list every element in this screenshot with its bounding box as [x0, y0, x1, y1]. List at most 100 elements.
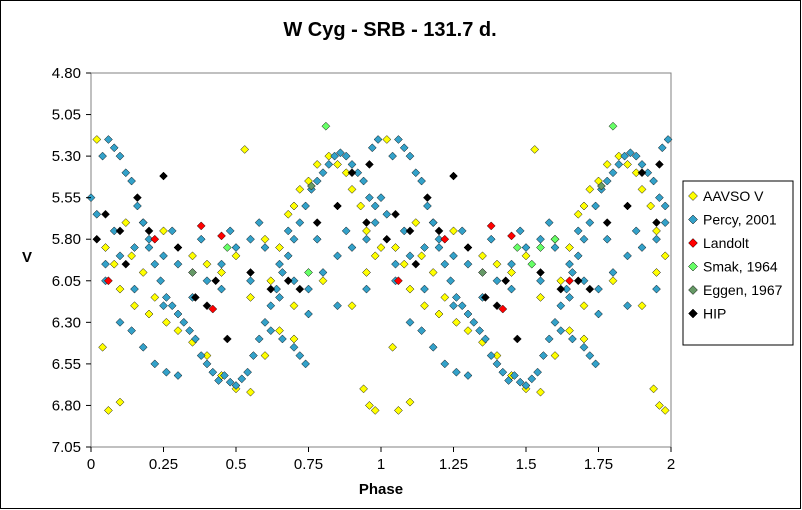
point-percy-2001 [295, 218, 305, 227]
point-aavso-v [649, 384, 658, 394]
point-percy-2001 [434, 234, 444, 244]
point-aavso-v [631, 168, 641, 178]
point-percy-2001 [127, 326, 136, 335]
point-aavso-v [637, 185, 647, 194]
y-axis: 4.80 5.05 5.30 5.55 5.80 6.05 6.30 6.55 6.80 7.05 [52, 65, 91, 456]
point-landolt [196, 221, 206, 231]
point-percy-2001 [156, 276, 165, 286]
point-aavso-v [121, 218, 131, 227]
point-hip [585, 284, 595, 294]
y-tick-label: 5.30 [52, 148, 81, 165]
point-percy-2001 [420, 284, 429, 294]
point-percy-2001 [504, 376, 513, 385]
point-aavso-v [127, 251, 136, 261]
point-percy-2001 [663, 135, 673, 144]
point-percy-2001 [196, 351, 206, 360]
point-percy-2001 [585, 351, 595, 360]
y-tick-label: 5.55 [52, 190, 81, 207]
point-percy-2001 [295, 351, 305, 360]
point-percy-2001 [637, 243, 647, 252]
point-percy-2001 [649, 176, 658, 186]
point-percy-2001 [365, 193, 374, 203]
point-hip [391, 209, 400, 219]
point-hip [449, 171, 458, 181]
point-percy-2001 [341, 151, 351, 161]
point-percy-2001 [440, 259, 450, 269]
point-percy-2001 [167, 301, 177, 311]
point-percy-2001 [510, 371, 519, 380]
point-percy-2001 [550, 317, 560, 327]
point-percy-2001 [225, 226, 235, 236]
point-aavso-v [289, 201, 299, 211]
point-aavso-v [388, 342, 397, 352]
point-hip [312, 218, 322, 227]
point-landolt [498, 304, 508, 314]
point-percy-2001 [631, 226, 641, 236]
point-percy-2001 [121, 168, 131, 178]
point-aavso-v [217, 268, 226, 277]
point-percy-2001 [533, 367, 542, 377]
point-aavso-v [536, 387, 545, 397]
point-percy-2001 [336, 148, 345, 158]
point-landolt [394, 276, 403, 286]
point-hip [173, 243, 183, 252]
point-percy-2001 [527, 374, 537, 384]
point-percy-2001 [602, 234, 612, 244]
point-percy-2001 [579, 342, 589, 352]
point-percy-2001 [486, 234, 496, 244]
point-percy-2001 [301, 201, 310, 211]
point-percy-2001 [115, 151, 125, 161]
point-percy-2001 [652, 234, 661, 244]
point-eggen-1967 [188, 268, 197, 277]
y-tick-label: 6.30 [52, 314, 81, 331]
y-tick-label: 6.05 [52, 273, 81, 290]
point-hip [191, 293, 200, 302]
point-hip [434, 226, 444, 236]
legend-box [682, 180, 794, 346]
point-smak-1964 [527, 259, 537, 269]
point-percy-2001 [92, 209, 102, 219]
x-tick-label: 0.25 [149, 456, 178, 473]
point-aavso-v [391, 243, 400, 252]
point-aavso-v [295, 185, 305, 194]
plot-area [90, 72, 672, 448]
x-axis-label: Phase [359, 481, 403, 498]
point-percy-2001 [347, 243, 357, 252]
point-hip [501, 276, 511, 286]
point-landolt [217, 231, 226, 241]
point-smak-1964 [222, 243, 232, 252]
point-percy-2001 [318, 268, 328, 277]
point-hip [121, 259, 131, 269]
point-percy-2001 [109, 226, 119, 236]
point-percy-2001 [452, 293, 461, 302]
point-percy-2001 [417, 326, 426, 335]
point-aavso-v [420, 301, 429, 311]
point-aavso-v [159, 226, 168, 236]
point-percy-2001 [481, 334, 490, 344]
point-hip [347, 168, 357, 178]
point-percy-2001 [254, 218, 264, 227]
point-aavso-v [98, 342, 107, 352]
point-percy-2001 [457, 301, 467, 311]
point-hip [573, 276, 583, 286]
point-percy-2001 [191, 334, 200, 344]
point-smak-1964 [321, 121, 331, 131]
point-percy-2001 [341, 226, 351, 236]
point-aavso-v [376, 243, 386, 252]
point-percy-2001 [573, 251, 583, 261]
legend-marker-percy-2001 [688, 214, 698, 225]
point-percy-2001 [382, 209, 392, 219]
point-percy-2001 [643, 168, 653, 178]
point-percy-2001 [179, 317, 189, 327]
point-hip [637, 168, 647, 178]
point-percy-2001 [536, 276, 545, 286]
y-axis-label: V [22, 249, 32, 266]
point-percy-2001 [550, 243, 560, 252]
legend-label-aavso-v: AAVSO V [703, 188, 764, 204]
legend-marker-hip [688, 308, 698, 319]
point-hip [423, 193, 432, 203]
point-aavso-v [440, 293, 450, 302]
point-percy-2001 [185, 326, 194, 335]
point-hip [246, 268, 255, 277]
point-percy-2001 [173, 371, 183, 380]
